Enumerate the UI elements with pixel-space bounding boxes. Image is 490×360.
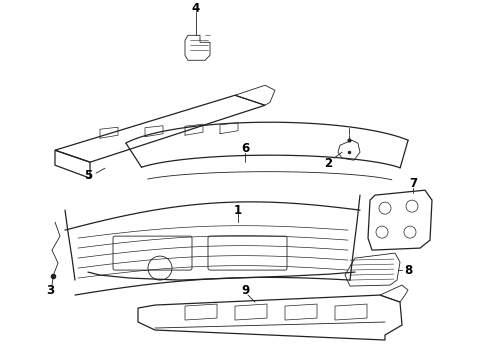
Text: 3: 3 bbox=[46, 284, 54, 297]
Text: 4: 4 bbox=[192, 2, 200, 15]
Text: 2: 2 bbox=[324, 157, 332, 170]
Text: 7: 7 bbox=[409, 177, 417, 190]
Text: 6: 6 bbox=[241, 142, 249, 155]
Text: 8: 8 bbox=[404, 264, 412, 276]
Text: 1: 1 bbox=[234, 204, 242, 217]
Text: 9: 9 bbox=[241, 284, 249, 297]
Text: 5: 5 bbox=[84, 169, 92, 182]
